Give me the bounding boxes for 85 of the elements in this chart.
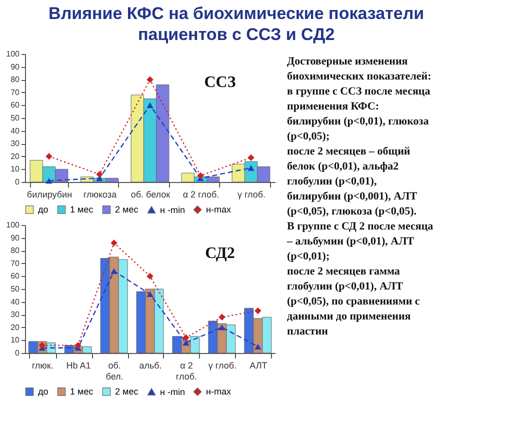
x-tick-label: глюк. — [32, 360, 54, 370]
legend-label: до — [38, 204, 48, 215]
x-tick-label: α 2 глоб. — [176, 360, 198, 382]
text: билирубин (p<0,001), АЛТ — [287, 190, 418, 202]
point — [146, 76, 154, 83]
point — [182, 334, 190, 341]
y-tick-label: 80 — [10, 75, 20, 84]
y-tick-label: 0 — [15, 348, 20, 358]
point — [96, 170, 103, 178]
x-tick-label: γ глоб. — [237, 190, 266, 200]
point — [197, 172, 204, 179]
legend-label: н-max — [206, 386, 232, 397]
x-tick-label: γ глоб. — [208, 360, 236, 370]
text: ССЗ — [204, 74, 236, 92]
point — [46, 178, 52, 184]
y-tick-label: 70 — [10, 258, 20, 268]
y-tick-label: 60 — [10, 272, 20, 281]
x-tick-label: об. бел. — [106, 360, 124, 382]
point — [248, 154, 254, 162]
text: Достоверные изменения — [287, 56, 408, 68]
point — [146, 272, 154, 280]
legend-label: 1 мес — [70, 386, 94, 397]
y-tick-label: 90 — [10, 62, 20, 72]
point — [254, 344, 262, 350]
x-tick-label: АЛТ — [250, 360, 268, 370]
x-tick-label: альб. — [139, 360, 162, 370]
y-tick-label: 100 — [6, 50, 20, 58]
text: применения КФС: — [287, 100, 379, 112]
legend-label: 1 мес — [70, 204, 94, 215]
legend-label: 2 мес — [115, 386, 139, 397]
text: данными до применения — [287, 310, 411, 322]
y-tick-label: 30 — [10, 139, 20, 148]
text: белок (p<0,01), альфа2 — [287, 160, 400, 172]
text: В группе с СД 2 после месяца — [287, 220, 434, 232]
y-tick-label: 60 — [10, 100, 20, 110]
y-tick-label: 100 — [6, 220, 20, 230]
point — [46, 153, 52, 160]
y-tick-label: 50 — [10, 114, 20, 122]
y-tick-label: 70 — [10, 88, 20, 97]
text: после 2 месяцев гамма — [287, 266, 400, 278]
point — [182, 340, 190, 346]
y-tick-label: 30 — [10, 310, 20, 320]
text: СД2 — [205, 245, 235, 262]
legend-label: н -min — [160, 204, 185, 215]
x-tick-label: билирубин — [26, 190, 72, 200]
point — [146, 102, 154, 108]
legend-label: н -min — [160, 386, 185, 397]
point — [110, 240, 118, 246]
point — [110, 268, 118, 274]
text: (p<0,05); — [287, 130, 330, 142]
y-tick-label: 10 — [10, 336, 20, 345]
legend-label: н-max — [206, 204, 232, 215]
point — [248, 165, 254, 171]
text: биохимических показателей: — [287, 70, 432, 82]
y-tick-label: 40 — [10, 126, 20, 136]
point — [218, 314, 226, 321]
y-tick-label: 0 — [15, 178, 20, 186]
text: (p<0,01); — [287, 250, 330, 262]
y-tick-label: 40 — [10, 297, 20, 306]
text: глобулин (p<0,01), АЛТ — [287, 280, 404, 292]
x-tick-label: Hb A1 — [66, 360, 91, 370]
text: – альбумин (p<0,01), АЛТ — [286, 236, 415, 248]
text: Влияние КФС на биохимические показатели пациентов с ССЗ и СД2 — [48, 4, 424, 44]
x-tick-label: глюкоза — [83, 190, 117, 200]
y-tick-label: 80 — [10, 246, 20, 256]
y-tick-label: 10 — [10, 164, 20, 174]
text: глобулин (p<0,01), — [287, 176, 377, 188]
y-tick-label: 50 — [10, 284, 20, 294]
legend-label: 2 мес — [115, 204, 139, 215]
text: (p<0,05), глюкоза (p<0,05). — [287, 206, 417, 218]
point — [74, 342, 82, 349]
text: в группе с ССЗ после месяца — [287, 86, 431, 98]
y-tick-label: 20 — [10, 152, 20, 161]
point — [218, 324, 226, 330]
x-tick-label: об. белок — [130, 190, 170, 200]
point — [146, 291, 154, 298]
text: (p<0,05), по сравнениями с — [287, 296, 420, 308]
y-tick-label: 20 — [10, 322, 20, 332]
point — [254, 307, 262, 314]
y-tick-label: 90 — [10, 233, 20, 242]
text: билирубин (p<0,01), глюкоза — [287, 116, 430, 128]
x-tick-label: α 2 глоб. — [182, 190, 220, 200]
text: после 2 месяцев – общий — [287, 146, 411, 158]
legend-label: до — [38, 386, 48, 397]
text: пластин — [287, 326, 329, 338]
